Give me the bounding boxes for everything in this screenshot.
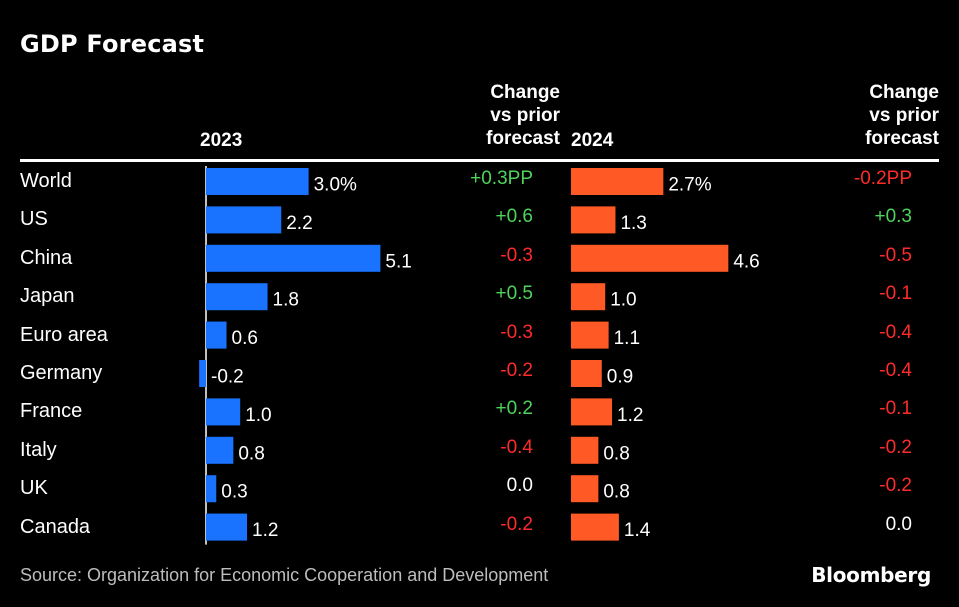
category-label: Germany (20, 362, 103, 384)
bar-2023 (206, 475, 217, 503)
change-2024: +0.3 (874, 206, 912, 228)
bloomberg-logo: Bloomberg (811, 563, 931, 587)
category-label: France (20, 400, 83, 423)
category-label: US (20, 208, 48, 231)
bar-2024-label: 0.8 (603, 443, 629, 464)
header-change-2023-line-2: vs prior (490, 105, 560, 126)
bar-2023-label: 3.0% (314, 175, 357, 196)
header-rule (20, 159, 939, 162)
bar-2024-label: 1.2 (617, 405, 643, 426)
bar-2024 (571, 398, 613, 426)
change-2024: -0.2 (879, 436, 912, 458)
bar-2024 (571, 321, 609, 349)
category-label: Italy (20, 438, 57, 461)
bar-2024 (571, 283, 606, 311)
bar-2023 (206, 513, 248, 541)
change-2024: 0.0 (885, 513, 912, 535)
bar-2024 (571, 206, 616, 234)
bar-2024-label: 0.8 (603, 482, 629, 503)
bar-2023 (206, 168, 309, 195)
change-2023: +0.6 (495, 206, 533, 228)
header-change-2024: Change vs prior forecast (819, 81, 939, 150)
chart-title: GDP Forecast (20, 30, 205, 58)
bar-2023 (206, 436, 234, 464)
change-2023: -0.2 (500, 513, 533, 535)
bar-2023-label: 0.6 (232, 328, 258, 349)
header-2023: 2023 (200, 130, 243, 151)
header-change-2023-line-1: Change (490, 82, 560, 103)
bar-2024 (571, 244, 729, 272)
bar-2023-label: 2.2 (286, 213, 312, 234)
change-2023: -0.2 (500, 360, 533, 381)
bar-2023-label: -0.2 (211, 367, 244, 388)
change-2023: -0.4 (500, 436, 533, 458)
bar-2023 (206, 244, 381, 272)
bar-2024 (571, 475, 599, 503)
bar-2024 (571, 360, 602, 387)
bar-2024-label: 2.7% (668, 175, 711, 196)
change-2023: -0.3 (500, 321, 533, 343)
change-2023: -0.3 (500, 244, 533, 266)
bar-2024-label: 1.4 (624, 520, 651, 541)
bar-2023 (206, 206, 282, 234)
bar-2023 (206, 321, 227, 349)
change-2024: -0.1 (879, 283, 912, 305)
change-2024: -0.4 (879, 321, 912, 343)
category-label: UK (20, 477, 48, 500)
category-label: Canada (20, 515, 91, 538)
header-change-2024-line-1: Change (869, 82, 939, 103)
bar-2023-label: 0.3 (221, 482, 247, 503)
header-change-2024-line-3: forecast (865, 128, 939, 149)
bar-2024-label: 1.1 (614, 328, 640, 349)
bar-2024 (571, 436, 599, 464)
change-2024: -0.4 (879, 360, 912, 381)
header-2024: 2024 (571, 130, 614, 151)
change-2023: 0.0 (506, 475, 533, 497)
header-change-2023-line-3: forecast (486, 128, 560, 149)
bar-2023-label: 1.2 (252, 520, 278, 541)
bar-2023 (206, 283, 268, 311)
change-2024: -0.2 (879, 475, 912, 497)
change-2023: +0.5 (495, 283, 533, 305)
change-2023: +0.3PP (470, 168, 533, 189)
change-2024: -0.2PP (853, 168, 912, 189)
category-label: Euro area (20, 323, 108, 346)
bar-2023-label: 1.8 (273, 290, 299, 311)
bar-2023 (199, 360, 206, 387)
bar-2024 (571, 513, 619, 541)
bar-2023-label: 5.1 (385, 251, 411, 272)
bar-2024-label: 1.0 (610, 290, 636, 311)
bar-2023-label: 0.8 (238, 443, 264, 464)
change-2024: -0.5 (879, 244, 912, 266)
change-2023: +0.2 (495, 398, 533, 420)
category-label: China (20, 246, 73, 269)
bar-2024-label: 1.3 (620, 213, 646, 234)
bar-2024 (571, 168, 664, 195)
bar-2024-label: 0.9 (607, 367, 633, 388)
source-note: Source: Organization for Economic Cooper… (20, 565, 549, 585)
category-label: World (20, 170, 72, 192)
header-change-2023: Change vs prior forecast (440, 81, 560, 150)
bar-2023 (206, 398, 241, 426)
category-label: Japan (20, 285, 75, 308)
change-2024: -0.1 (879, 398, 912, 420)
bar-2024-label: 4.6 (733, 251, 759, 272)
header-change-2024-line-2: vs prior (869, 105, 939, 126)
bar-2023-label: 1.0 (245, 405, 271, 426)
